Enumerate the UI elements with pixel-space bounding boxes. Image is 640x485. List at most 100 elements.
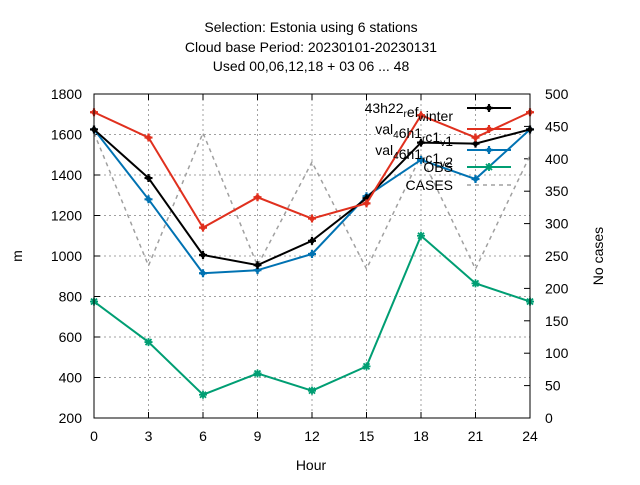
y-tick-label: 1000 — [51, 248, 82, 264]
series-cases — [93, 130, 531, 271]
x-tick-label: 0 — [90, 428, 98, 444]
legend-label-part: r — [422, 134, 426, 145]
marker-dot — [146, 339, 151, 345]
legend-label-part: 43h22 — [365, 100, 404, 116]
marker-dot — [254, 194, 261, 200]
y2-tick-label: 250 — [545, 248, 569, 264]
marker-dot — [200, 225, 206, 231]
series-val-4-6h1-rc1-v-2 — [90, 125, 534, 278]
y2-tick-label: 150 — [545, 313, 569, 329]
y2-axis-label: No cases — [590, 227, 606, 285]
x-tick-label: 24 — [522, 428, 538, 444]
y2-tick-label: 350 — [545, 183, 569, 199]
legend-label-val-4-6h1-rc1-v-1: val46h1rc1v1 — [375, 121, 453, 149]
marker-dot — [418, 140, 424, 146]
series-line-cases — [93, 130, 531, 271]
legend-label-part: 6h1 — [399, 146, 423, 162]
y2-tick-label: 300 — [545, 216, 569, 232]
legend-label-part: r — [404, 109, 408, 120]
x-tick-label: 6 — [199, 428, 207, 444]
legend-label-cases: CASES — [406, 177, 453, 193]
legend-label-part: 1 — [445, 133, 453, 149]
y2-tick-label: 400 — [545, 151, 569, 167]
marker-dot — [364, 364, 369, 369]
plot-frame — [93, 93, 531, 419]
legend-label-obs: OBS — [423, 159, 453, 175]
y2-tick-label: 200 — [545, 280, 569, 296]
chart-title: Selection: Estonia using 6 stations Clou… — [185, 19, 437, 74]
marker-dot — [486, 126, 492, 132]
legend-label-43h22-ref-inter: 43h22refwinter — [365, 100, 454, 124]
legend-label-part: 2 — [445, 154, 453, 170]
legend-label-val-4-6h1-rc1-v-2: val46h1rc1v2 — [375, 142, 453, 170]
x-tick-label: 18 — [413, 428, 429, 444]
marker-dot — [472, 134, 479, 141]
x-tick-label: 3 — [145, 428, 153, 444]
x-tick-label: 15 — [359, 428, 375, 444]
legend-label-part: CASES — [406, 177, 453, 193]
y-tick-label: 1600 — [51, 127, 82, 143]
title-line-3: Used 00,06,12,18 + 03 06 ... 48 — [213, 58, 410, 74]
marker-dot — [418, 157, 424, 163]
y-tick-label: 200 — [59, 410, 83, 426]
y2-tick-label: 100 — [545, 345, 569, 361]
legend-label-part: v — [440, 138, 445, 149]
marker-dot — [145, 134, 152, 141]
y2-tick-label: 50 — [545, 378, 561, 394]
marker-dot — [254, 262, 261, 268]
legend-label-part: ef — [407, 104, 419, 120]
marker-dot — [309, 215, 315, 222]
ticks: 0 3 6 9 12 15 18 21 2420040060080010001200140016… — [51, 86, 569, 444]
y2-tick-label: 0 — [545, 410, 553, 426]
marker-dot — [363, 200, 370, 206]
y-axis-label: m — [9, 250, 25, 262]
legend-label-part: c1 — [425, 129, 440, 145]
legend-label-part: val — [375, 142, 393, 158]
marker-dot — [200, 392, 206, 397]
legend-label-part: c1 — [425, 150, 440, 166]
marker-dot — [145, 175, 152, 181]
series-layer — [90, 108, 534, 399]
legend: 43h22refwinterval46h1rc1v1val46h1rc1v2OB… — [365, 100, 511, 193]
marker-dot — [309, 388, 315, 393]
marker-dot — [418, 233, 424, 238]
marker-dot — [309, 238, 315, 244]
marker-dot — [255, 371, 260, 376]
marker-dot — [472, 176, 479, 182]
marker-dot — [472, 141, 479, 147]
marker-dot — [486, 147, 492, 153]
y2-tick-label: 500 — [545, 86, 569, 102]
y-tick-label: 400 — [59, 370, 83, 386]
legend-label-part: val — [375, 121, 393, 137]
marker-dot — [200, 252, 206, 258]
marker-dot — [486, 164, 492, 170]
y-tick-label: 800 — [59, 289, 83, 305]
series-obs — [90, 231, 534, 399]
marker-dot — [254, 267, 261, 273]
y2-tick-label: 450 — [545, 118, 569, 134]
legend-label-part: inter — [426, 108, 454, 124]
legend-label-part: 4 — [393, 130, 399, 141]
marker-dot — [200, 270, 206, 276]
legend-label-part: OBS — [423, 159, 453, 175]
x-axis-label: Hour — [296, 457, 327, 473]
legend-label-part: v — [440, 159, 445, 170]
y-tick-label: 1200 — [51, 208, 82, 224]
y-tick-label: 1800 — [51, 86, 82, 102]
legend-label-part: 6h1 — [399, 125, 423, 141]
title-line-2: Cloud base Period: 20230101-20230131 — [185, 39, 437, 55]
marker-dot — [309, 251, 315, 257]
marker-dot — [145, 196, 152, 202]
legend-label-part: w — [418, 113, 427, 124]
x-tick-label: 12 — [304, 428, 320, 444]
marker-dot — [473, 281, 478, 286]
title-line-1: Selection: Estonia using 6 stations — [204, 19, 417, 35]
y-tick-label: 600 — [59, 329, 83, 345]
legend-label-part: 4 — [393, 151, 399, 162]
marker-dot — [486, 105, 492, 111]
x-tick-label: 21 — [468, 428, 484, 444]
y-tick-label: 1400 — [51, 167, 82, 183]
x-tick-label: 9 — [254, 428, 262, 444]
marker-dot — [418, 112, 424, 118]
